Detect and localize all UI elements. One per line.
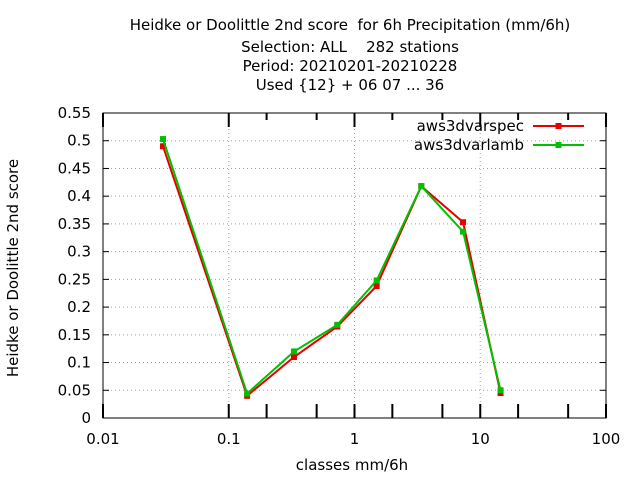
data-point-aws3dvarspec [460,219,467,226]
y-tick-label: 0.35 [58,215,91,233]
axis-ticks: 0 0.05 0.1 0.15 0.2 0.25 0.3 0.35 0.4 0.45 0.5 0.55… [58,104,621,448]
series-aws3dvarlamb [159,136,504,397]
y-tick-label: 0.25 [58,270,91,288]
data-point-aws3dvarlamb [290,348,297,355]
x-axis-label: classes mm/6h [295,456,409,474]
grid-lines [103,113,606,418]
series-line-aws3dvarspec [162,145,502,398]
y-tick-label: 0 [81,409,91,427]
y-tick-label: 0.1 [67,354,91,372]
chart-title-line-1: Heidke or Doolittle 2nd score for 6h Pre… [129,16,571,34]
y-tick-label: 0.5 [67,132,91,150]
data-point-aws3dvarlamb [497,387,504,394]
y-tick-label: 0.15 [58,326,91,344]
legend-label: aws3dvarspec [417,117,524,135]
series-line-aws3dvarlamb [162,138,502,396]
series-layer [159,136,504,399]
x-tick-label: 0.01 [86,430,119,448]
y-tick-label: 0.2 [67,298,91,316]
data-point-aws3dvarspec [373,283,380,290]
chart-title-line-4: Used {12} + 06 07 ... 36 [255,76,445,94]
chart-title-line-2: Selection: ALL 282 stations [241,38,459,56]
data-point-aws3dvarlamb [159,136,166,143]
data-point-aws3dvarlamb [244,390,251,397]
series-aws3dvarspec [159,143,504,399]
data-point-aws3dvarlamb [418,183,425,190]
x-tick-label: 1 [350,430,360,448]
data-point-aws3dvarspec [159,143,166,150]
y-tick-label: 0.05 [58,381,91,399]
x-tick-label: 0.1 [217,430,241,448]
legend-label: aws3dvarlamb [414,136,524,154]
legend-swatch-marker [555,123,562,129]
y-tick-label: 0.45 [58,159,91,177]
data-point-aws3dvarlamb [373,277,380,284]
legend-swatch-marker [555,142,562,148]
y-tick-label: 0.55 [58,104,91,122]
x-tick-label: 100 [592,430,621,448]
x-tick-label: 10 [471,430,490,448]
data-point-aws3dvarlamb [460,228,467,235]
data-point-aws3dvarspec [290,354,297,360]
y-tick-label: 0.3 [67,243,91,261]
data-point-aws3dvarlamb [334,321,341,328]
y-tick-label: 0.4 [67,187,91,205]
chart-title-line-3: Period: 20210201-20210228 [242,57,458,75]
plot-frame [102,112,607,419]
